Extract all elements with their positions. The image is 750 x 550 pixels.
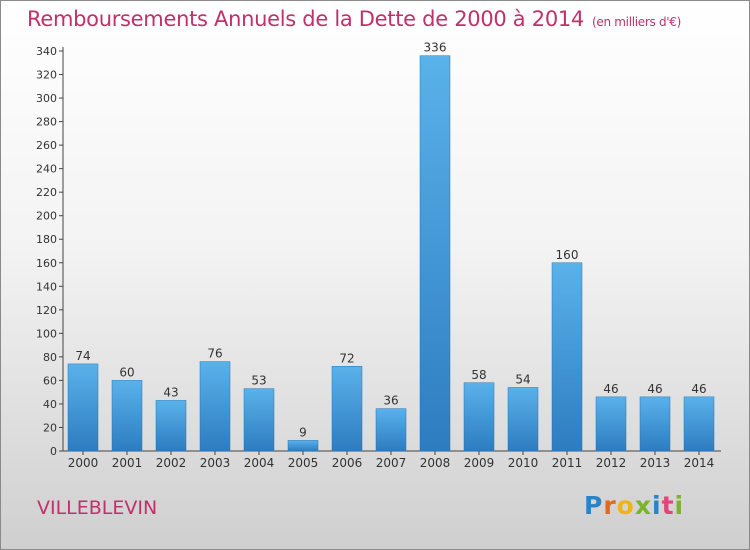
- x-tick-label-2014: 2014: [684, 456, 715, 470]
- bar-2011: [551, 262, 583, 452]
- bar-2013: [639, 396, 671, 452]
- y-tick-label: 300: [36, 92, 57, 105]
- x-tick-label-2002: 2002: [156, 456, 187, 470]
- x-tick-label-2001: 2001: [112, 456, 143, 470]
- bar-2014: [683, 396, 715, 452]
- value-label-2003: 76: [207, 347, 222, 361]
- y-tick-label: 0: [50, 445, 57, 458]
- chart-unit: (en milliers d'€): [592, 15, 682, 29]
- x-tick-label-2013: 2013: [640, 456, 671, 470]
- y-tick-label: 100: [36, 327, 57, 340]
- chart-title-text: Remboursements Annuels de la Dette de 20…: [27, 7, 584, 31]
- y-tick-label: 180: [36, 233, 57, 246]
- proxiti-logo[interactable]: Proxiti: [584, 491, 685, 520]
- y-tick-label: 200: [36, 210, 57, 223]
- x-tick-label-2003: 2003: [200, 456, 231, 470]
- x-tick-label-2005: 2005: [288, 456, 319, 470]
- bar-2003: [199, 361, 231, 452]
- y-tick-label: 20: [43, 421, 57, 434]
- bar-2008: [419, 55, 451, 452]
- y-tick-label: 40: [43, 398, 57, 411]
- y-tick-label: 60: [43, 374, 57, 387]
- y-tick-label: 260: [36, 139, 57, 152]
- bar-2012: [595, 396, 627, 452]
- value-label-2002: 43: [163, 385, 178, 399]
- value-label-2005: 9: [299, 425, 307, 439]
- y-tick-label: 220: [36, 186, 57, 199]
- x-tick-label-2000: 2000: [68, 456, 99, 470]
- y-tick-label: 140: [36, 280, 57, 293]
- y-tick-label: 340: [36, 45, 57, 58]
- x-tick-label-2009: 2009: [464, 456, 495, 470]
- y-tick-label: 280: [36, 116, 57, 129]
- value-label-2011: 160: [556, 248, 579, 262]
- x-tick-label-2011: 2011: [552, 456, 583, 470]
- y-tick-label: 320: [36, 69, 57, 82]
- bars: 74 60 43 76 53 9 72 36 336 58 54 160 46 46 46: [67, 41, 715, 452]
- bar-2000: [67, 363, 99, 452]
- y-tick-label: 80: [43, 351, 57, 364]
- value-label-2004: 53: [251, 374, 266, 388]
- value-label-2012: 46: [603, 382, 618, 396]
- x-tick-label-2007: 2007: [376, 456, 407, 470]
- value-label-2007: 36: [383, 394, 398, 408]
- x-tick-label-2010: 2010: [508, 456, 539, 470]
- bar-2005: [287, 440, 319, 452]
- x-tick-label-2012: 2012: [596, 456, 627, 470]
- commune-name: VILLEBLEVIN: [37, 497, 158, 519]
- bar-2010: [507, 387, 539, 452]
- value-label-2010: 54: [515, 372, 530, 386]
- bar-2009: [463, 382, 495, 452]
- value-label-2009: 58: [471, 368, 486, 382]
- bar-chart: 0 20 40 60 80 100 120 140 160 180 200 220 240 260 280 3…: [36, 41, 721, 470]
- bar-2001: [111, 380, 143, 452]
- y-tick-label: 160: [36, 257, 57, 270]
- chart-title: Remboursements Annuels de la Dette de 20…: [27, 7, 681, 31]
- value-label-2008: 336: [424, 41, 447, 55]
- value-label-2001: 60: [119, 365, 134, 379]
- bar-2007: [375, 408, 407, 452]
- x-tick-label-2006: 2006: [332, 456, 363, 470]
- y-tick-label: 120: [36, 304, 57, 317]
- bar-2002: [155, 400, 187, 452]
- bar-2006: [331, 366, 363, 452]
- x-tick-label-2004: 2004: [244, 456, 275, 470]
- value-label-2013: 46: [647, 382, 662, 396]
- x-tick-label-2008: 2008: [420, 456, 451, 470]
- y-tick-label: 240: [36, 163, 57, 176]
- axes: 0 20 40 60 80 100 120 140 160 180 200 220 240 260 280 3…: [36, 45, 721, 470]
- value-label-2000: 74: [75, 349, 90, 363]
- bar-2004: [243, 388, 275, 452]
- value-label-2014: 46: [691, 382, 706, 396]
- value-label-2006: 72: [339, 351, 354, 365]
